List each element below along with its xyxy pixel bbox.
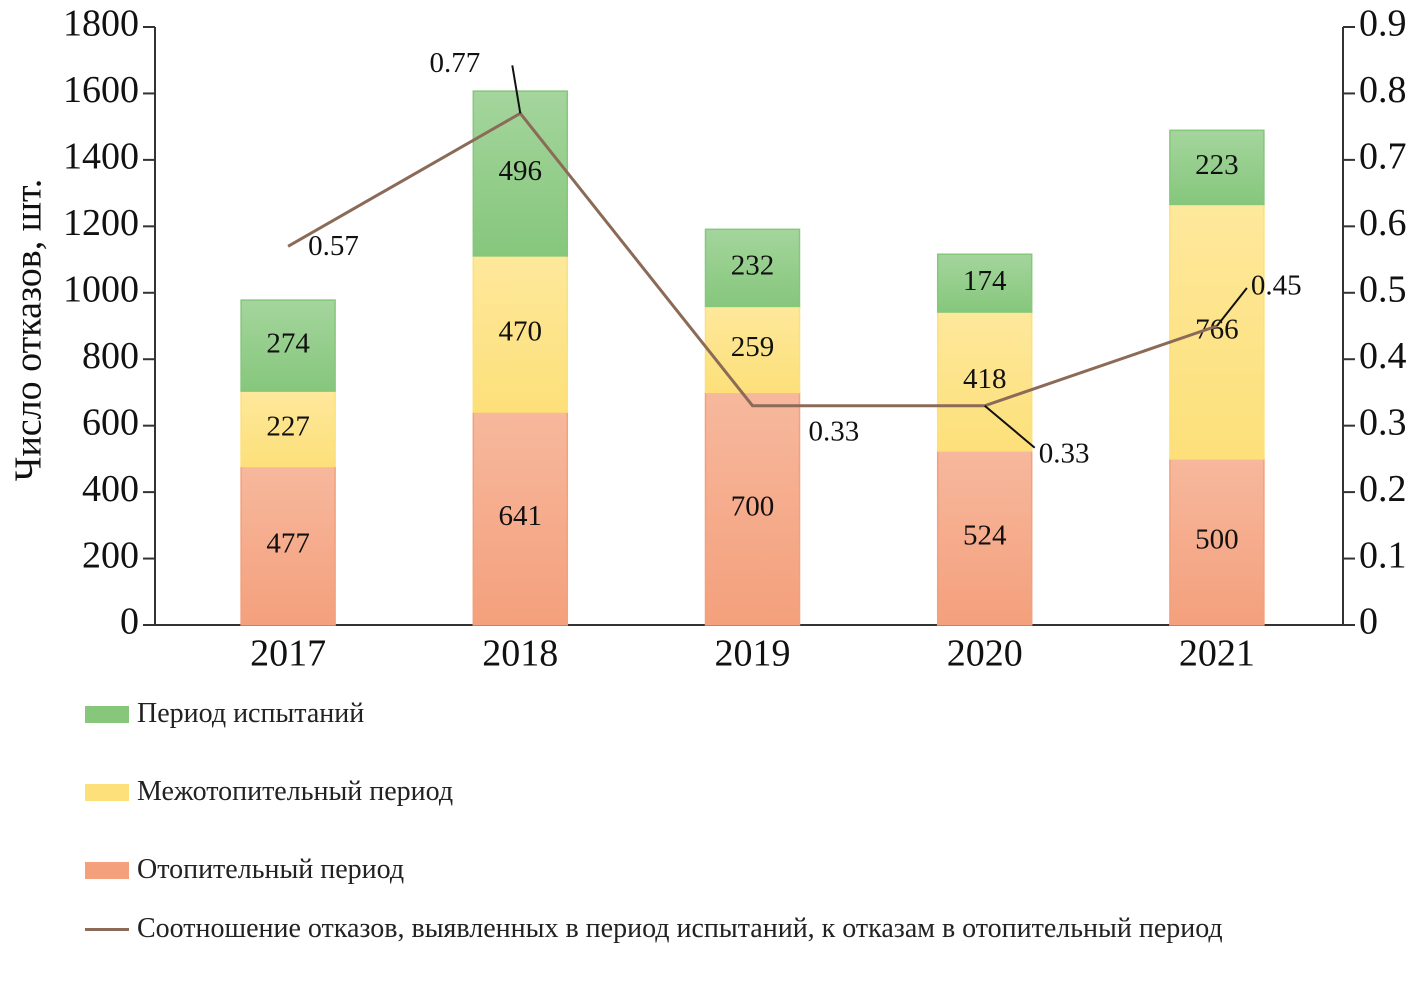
- bar-segment: [704, 305, 801, 394]
- y2-tick-label: 0.7: [1359, 136, 1407, 178]
- value-label: 477: [266, 527, 310, 559]
- x-tick-label: 2017: [250, 633, 326, 675]
- bar-segment: [240, 390, 336, 468]
- bar-segment: [472, 255, 569, 413]
- ratio-line: [287, 111, 1218, 408]
- value-label: 700: [731, 490, 775, 522]
- value-label: 274: [266, 327, 310, 359]
- bar-segment: [240, 465, 336, 626]
- value-label: 500: [1195, 524, 1239, 556]
- x-tick-label: 2021: [1179, 633, 1255, 675]
- legend-label: Межотопительный период: [137, 776, 454, 807]
- y-tick-label: 1600: [63, 69, 139, 111]
- legend-swatch: [85, 706, 129, 723]
- x-tick-label: 2020: [947, 633, 1023, 675]
- y2-tick-label: 0.5: [1359, 268, 1407, 310]
- value-label: 418: [963, 363, 1007, 395]
- y2-tick-label: 0.9: [1359, 3, 1407, 45]
- y2-tick-label: 0.6: [1359, 202, 1407, 244]
- y2-tick-label: 0.8: [1359, 69, 1407, 111]
- legend-swatch: [85, 784, 129, 801]
- y2-tick-label: 0.1: [1359, 534, 1407, 576]
- y-tick-label: 600: [82, 401, 139, 443]
- value-label: 470: [499, 316, 543, 348]
- y2-tick-label: 0.2: [1359, 468, 1407, 510]
- y2-tick-label: 0.4: [1359, 335, 1407, 377]
- value-label: 227: [266, 410, 310, 442]
- y-tick-label: 1200: [63, 202, 139, 244]
- legend-swatch: [85, 862, 129, 879]
- bar-segment: [1169, 458, 1265, 626]
- y-tick-label: 200: [82, 534, 139, 576]
- legend-item: Отопительный период: [85, 851, 1385, 889]
- bar-segment: [472, 90, 569, 257]
- value-label: 232: [731, 250, 775, 282]
- value-label: 259: [731, 331, 775, 363]
- leader-line: [1216, 287, 1248, 327]
- leader-line: [984, 404, 1036, 449]
- x-tick-label: 2019: [715, 633, 791, 675]
- line-value-label: 0.33: [809, 415, 860, 447]
- y2-tick-label: 0: [1359, 601, 1378, 643]
- x-tick-label: 2018: [482, 633, 558, 675]
- value-label: 223: [1195, 149, 1239, 181]
- legend-item: Соотношение отказов, выявленных в период…: [85, 910, 1385, 948]
- bar-segment: [240, 299, 336, 392]
- bar-segment: [1169, 203, 1265, 460]
- value-label: 174: [963, 265, 1007, 297]
- value-label: 496: [499, 155, 543, 187]
- chart: Число отказов, шт. 0 200 400 600 800 1000 1200…: [8, 3, 1407, 675]
- y-axis-title: Число отказов, шт.: [8, 179, 50, 481]
- bar-segment: [472, 411, 569, 626]
- bar-segment: [704, 391, 801, 626]
- line-value-label: 0.77: [430, 47, 481, 79]
- bar-segment: [936, 253, 1033, 313]
- y-tick-label: 1800: [63, 3, 139, 45]
- legend-label: Отопительный период: [137, 854, 405, 885]
- line-value-label: 0.33: [1039, 437, 1090, 469]
- bar-segment: [704, 228, 801, 308]
- legend-swatch: [85, 928, 129, 931]
- value-label: 641: [499, 500, 543, 532]
- y-tick-label: 1000: [63, 268, 139, 310]
- bar-segment: [936, 450, 1033, 626]
- legend-item: Период испытаний: [85, 695, 1385, 733]
- y-tick-label: 400: [82, 468, 139, 510]
- legend-label: Период испытаний: [137, 698, 365, 729]
- line-value-label: 0.57: [308, 230, 359, 262]
- value-label: 766: [1195, 313, 1239, 345]
- y2-tick-label: 0.3: [1359, 401, 1407, 443]
- bar-segment: [936, 311, 1033, 452]
- line-value-label: 0.45: [1251, 270, 1302, 302]
- legend-item: Межотопительный период: [85, 773, 1385, 811]
- legend-label: Соотношение отказов, выявленных в период…: [137, 913, 1223, 944]
- value-label: 524: [963, 520, 1007, 552]
- y-tick-label: 1400: [63, 136, 139, 178]
- y-tick-label: 0: [120, 601, 139, 643]
- y-tick-label: 800: [82, 335, 139, 377]
- leader-line: [511, 65, 522, 114]
- bar-segment: [1169, 129, 1265, 206]
